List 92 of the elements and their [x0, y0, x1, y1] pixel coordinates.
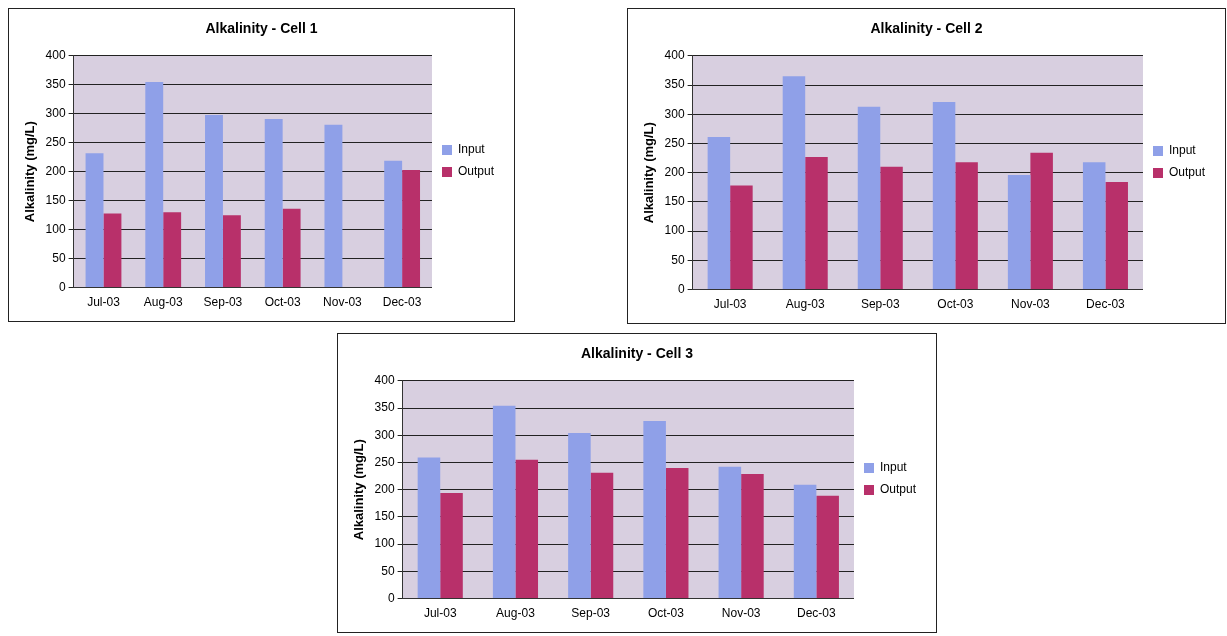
bar: [932, 101, 956, 290]
x-tick-label: Sep-03: [571, 606, 611, 621]
y-tick-label: 300: [45, 106, 66, 121]
x-tick-label: Aug-03: [785, 297, 825, 312]
y-tick-label: 300: [374, 427, 395, 442]
y-tick-label: 350: [45, 77, 66, 92]
y-tick-label: 0: [58, 279, 66, 294]
bar: [1105, 182, 1128, 290]
x-tick-label: Aug-03: [143, 295, 183, 310]
x-tick-label: Oct-03: [937, 297, 974, 312]
x-tick-label: Dec-03: [382, 295, 422, 310]
bar: [264, 118, 283, 288]
x-tick-label: Jul-03: [87, 295, 121, 310]
x-tick-label: Aug-03: [496, 606, 536, 621]
y-tick-label: 50: [671, 252, 685, 267]
bar: [85, 153, 104, 288]
y-tick-label: 350: [374, 400, 395, 415]
bar: [568, 433, 591, 599]
x-tick-label: Dec-03: [1086, 297, 1126, 312]
bar: [145, 81, 164, 288]
x-tick-label: Nov-03: [721, 606, 761, 621]
bar: [643, 421, 666, 599]
y-axis-title: Alkalinity (mg/L): [22, 121, 38, 223]
y-tick-label: 0: [677, 281, 685, 296]
bar: [417, 457, 441, 599]
y-tick-label: 400: [45, 48, 66, 63]
bar: [816, 495, 839, 599]
x-tick-label: Nov-03: [1011, 297, 1051, 312]
y-axis-title: Alkalinity (mg/L): [641, 122, 657, 224]
y-tick-label: 100: [374, 536, 395, 551]
bar: [205, 114, 223, 288]
y-tick-label: 150: [374, 509, 395, 524]
bar: [384, 160, 403, 288]
bar: [440, 492, 463, 599]
x-tick-label: Sep-03: [203, 295, 243, 310]
bar: [402, 169, 421, 288]
bar: [492, 405, 516, 599]
bar: [730, 185, 753, 290]
bar: [741, 473, 764, 599]
y-tick-label: 400: [664, 48, 685, 63]
x-tick-label: Oct-03: [647, 606, 685, 621]
x-tick-label: Jul-03: [423, 606, 457, 621]
bar: [880, 166, 903, 290]
y-tick-label: 150: [45, 192, 66, 207]
legend-label: Output: [879, 482, 917, 497]
x-tick-label: Jul-03: [713, 297, 747, 312]
y-tick-label: 50: [52, 250, 66, 265]
chart-title: Alkalinity - Cell 2: [870, 20, 983, 37]
bar: [103, 213, 122, 288]
x-tick-label: Oct-03: [264, 295, 301, 310]
y-tick-label: 200: [45, 164, 66, 179]
bar: [793, 484, 817, 599]
bar: [515, 459, 539, 599]
bar: [590, 472, 614, 599]
y-tick-label: 400: [374, 373, 395, 388]
legend-label: Input: [457, 142, 486, 157]
y-tick-label: 250: [374, 454, 395, 469]
bar: [782, 76, 806, 290]
y-tick-label: 250: [664, 135, 685, 150]
bar: [1082, 162, 1106, 290]
y-tick-label: 150: [664, 194, 685, 209]
y-tick-label: 100: [664, 223, 685, 238]
bar: [1007, 175, 1031, 290]
bar: [857, 106, 881, 290]
bar: [707, 137, 731, 290]
y-tick-label: 200: [664, 165, 685, 180]
legend-label: Input: [1168, 143, 1197, 158]
legend-label: Input: [879, 460, 908, 475]
bar: [222, 215, 241, 288]
y-tick-label: 100: [45, 221, 66, 236]
bar: [805, 156, 828, 290]
legend-label: Output: [1168, 165, 1206, 180]
x-tick-label: Sep-03: [860, 297, 900, 312]
bar: [324, 124, 343, 288]
y-axis-title: Alkalinity (mg/L): [351, 439, 367, 541]
bar: [718, 466, 742, 599]
y-tick-label: 300: [664, 106, 685, 121]
y-tick-label: 350: [664, 77, 685, 92]
bar: [955, 162, 978, 290]
chart-title: Alkalinity - Cell 1: [205, 20, 318, 37]
legend-label: Output: [457, 164, 495, 179]
y-tick-label: 0: [387, 590, 395, 605]
bar: [665, 467, 689, 599]
x-tick-label: Nov-03: [323, 295, 363, 310]
bar: [1030, 152, 1053, 290]
x-tick-label: Dec-03: [797, 606, 837, 621]
bar: [282, 208, 301, 288]
y-tick-label: 200: [374, 482, 395, 497]
y-tick-label: 250: [45, 135, 66, 150]
chart-title: Alkalinity - Cell 3: [580, 345, 694, 362]
y-tick-label: 50: [381, 563, 395, 578]
bar: [163, 212, 182, 288]
